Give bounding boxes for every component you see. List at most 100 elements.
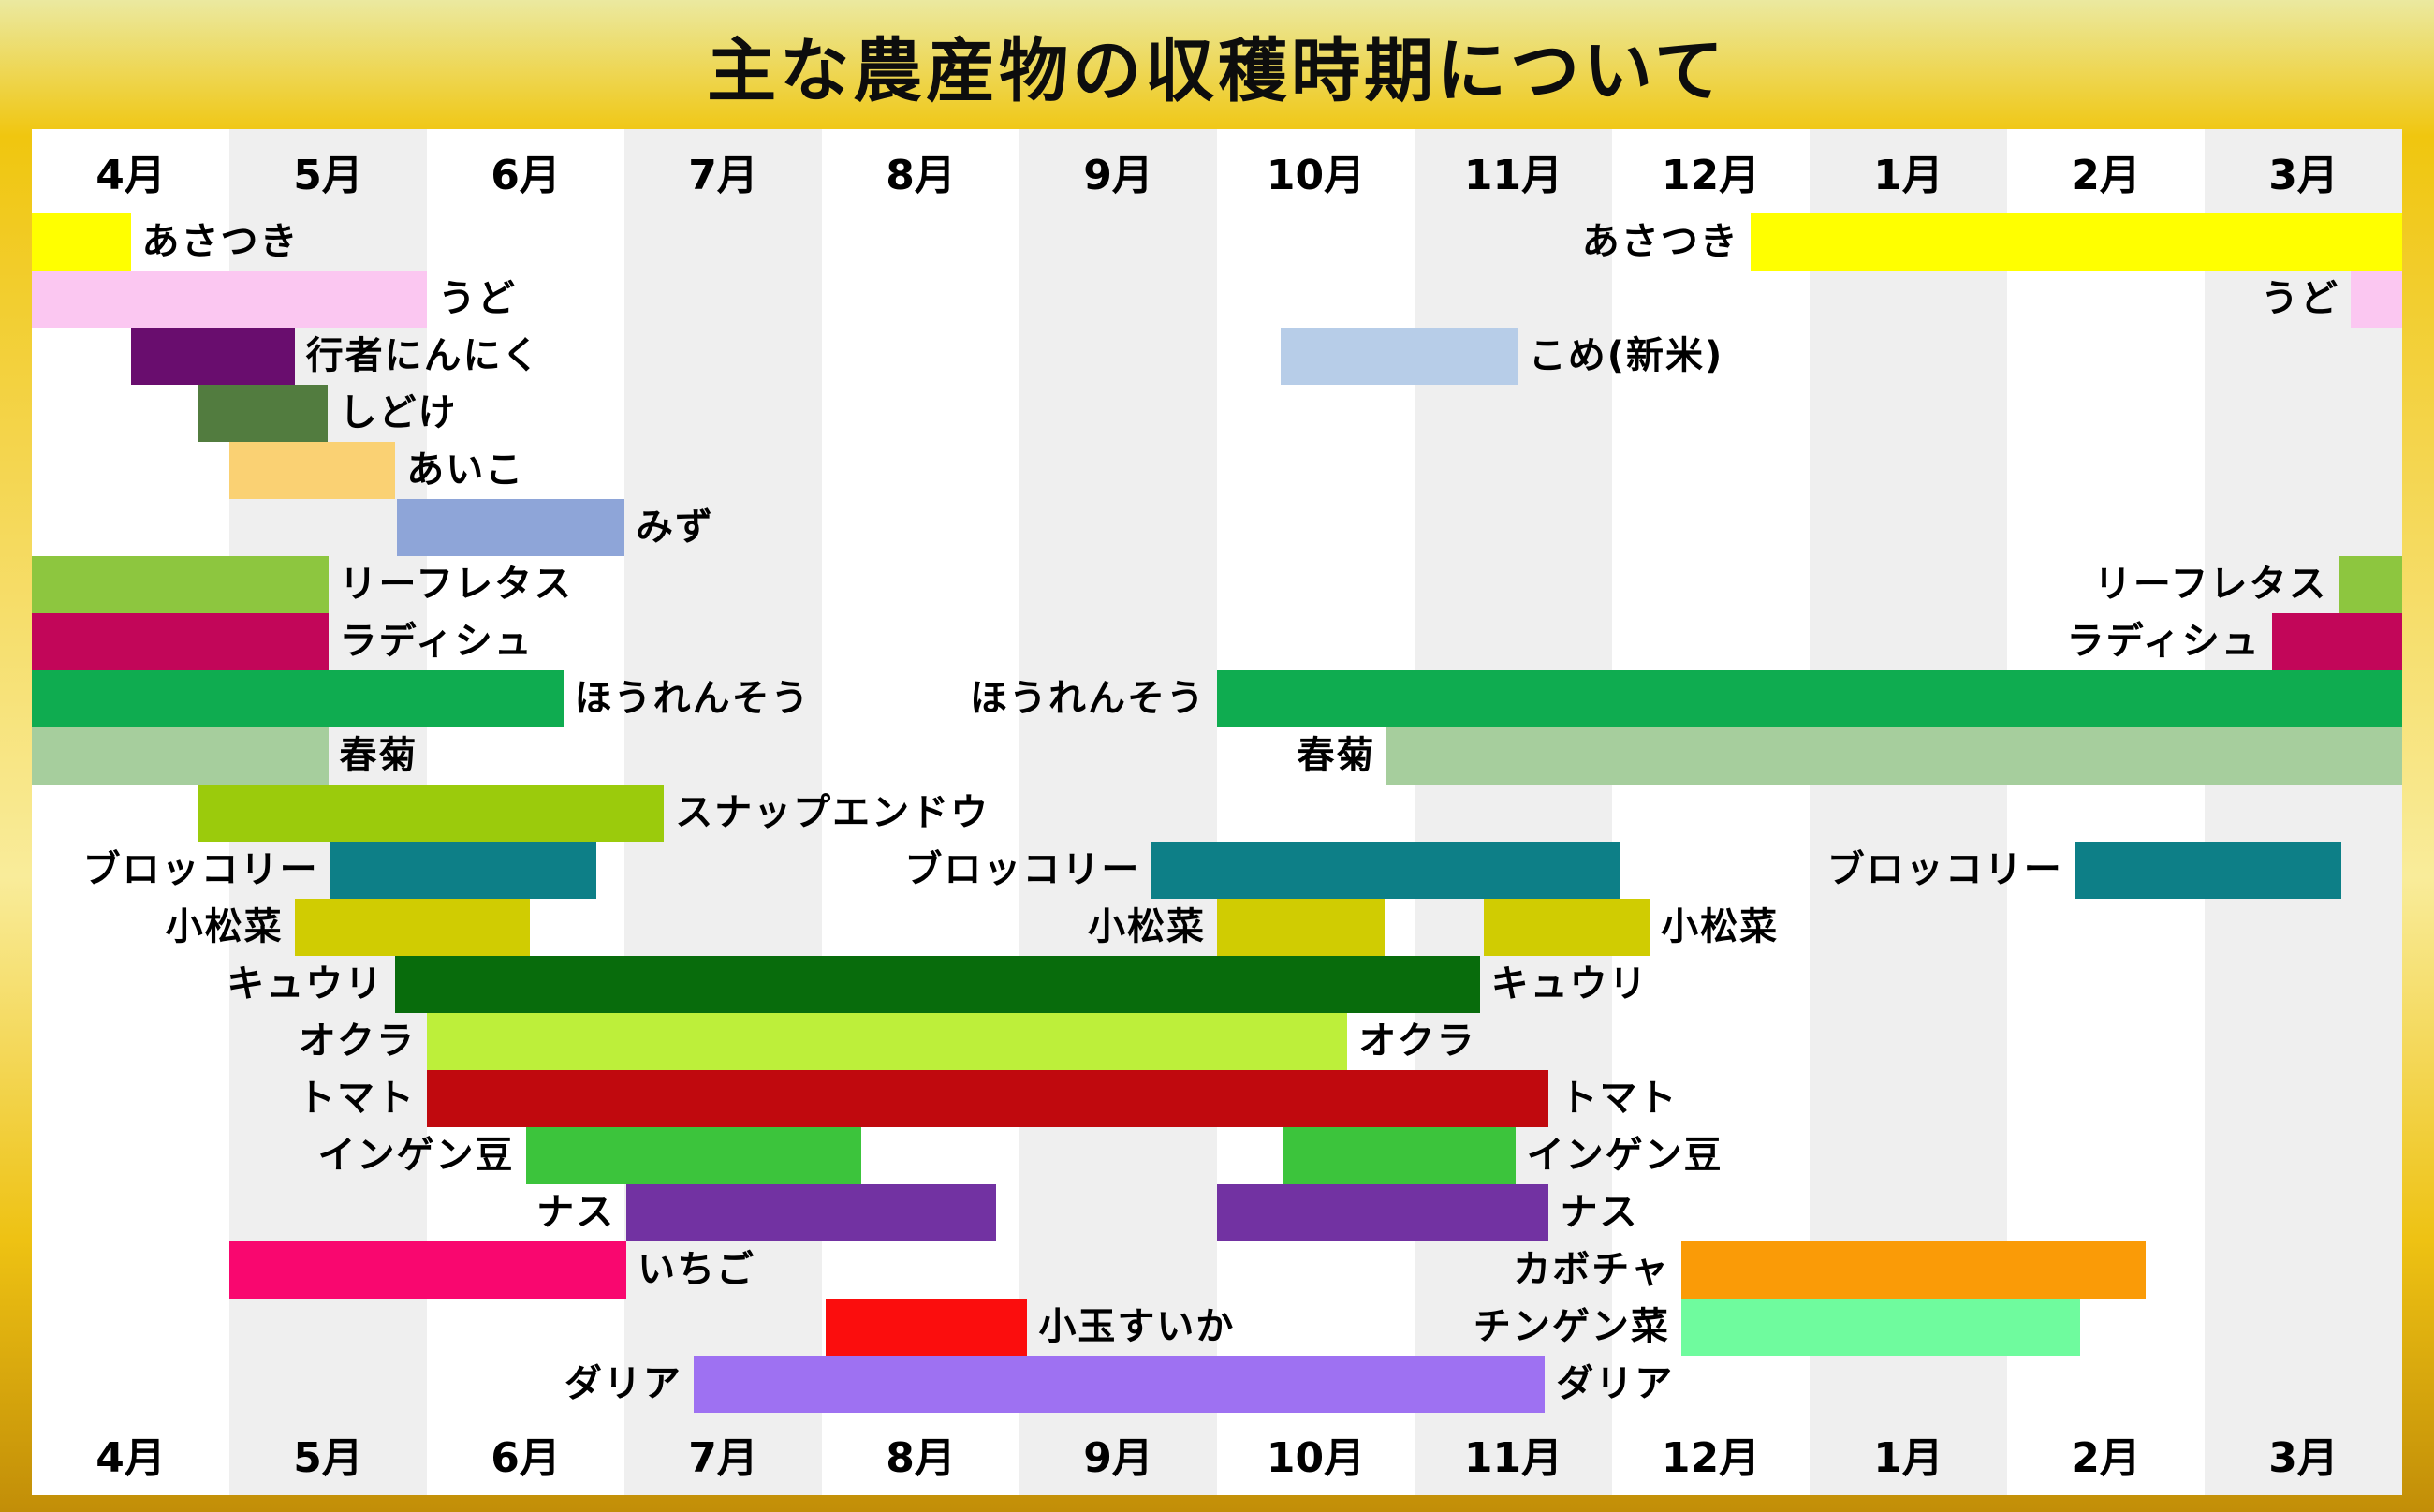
month-label: 11月 [1463, 152, 1563, 199]
harvest-bar-broccoli [330, 842, 597, 899]
month-stripe [2205, 129, 2402, 1495]
harvest-bar-okra [427, 1013, 1348, 1070]
crop-label-mizu: みず [636, 506, 714, 549]
crop-label-shungiku: 春菊 [1297, 734, 1376, 777]
crop-label-radish: ラディシュ [2066, 620, 2261, 663]
crop-label-broccoli: ブロッコリー [904, 848, 1141, 891]
crop-label-shungiku: 春菊 [339, 734, 418, 777]
crop-label-ichigo-kabocha: カボチャ [1513, 1248, 1670, 1291]
crop-label-komatsuna: 小松菜 [1088, 905, 1206, 948]
harvest-bar-snap-endou [198, 785, 665, 842]
crop-label-radish: ラディシュ [339, 620, 534, 663]
harvest-bar-tomato [427, 1070, 1549, 1127]
crop-label-kyuri: キュウリ [1490, 962, 1649, 1006]
harvest-bar-aiko [229, 442, 396, 499]
month-label: 3月 [2268, 1434, 2339, 1482]
month-label: 7月 [688, 152, 758, 199]
harvest-bar-shungiku [1386, 727, 2402, 785]
crop-label-kodama-suika-chingensai: チンゲン菜 [1473, 1305, 1670, 1348]
crop-label-ingen-mame: インゲン豆 [317, 1134, 515, 1177]
crop-label-nasu: ナス [1560, 1191, 1639, 1234]
month-label: 5月 [293, 1434, 363, 1482]
gantt-row-nasu: ナス ナス [32, 1184, 2402, 1241]
gantt-row-broccoli: ブロッコリー ブロッコリー ブロッコリー [32, 842, 2402, 899]
crop-label-hourensou: ほうれんそう [970, 677, 1206, 720]
gantt-row-shidoke: しどけ [32, 385, 2402, 442]
harvest-bar-kodama-suika-chingensai [826, 1299, 1028, 1356]
crop-label-broccoli: ブロッコリー [82, 848, 319, 891]
harvest-bar-gyoja-ninniku-kome [130, 328, 295, 385]
harvest-bar-radish [32, 613, 329, 670]
month-label: 6月 [491, 1434, 561, 1482]
gantt-row-ingen-mame: インゲン豆 インゲン豆 [32, 1127, 2402, 1184]
harvest-bar-kodama-suika-chingensai [1680, 1299, 2081, 1356]
crop-label-leaf-lettuce: リーフレタス [2093, 563, 2328, 606]
month-label: 6月 [491, 152, 561, 199]
crop-label-ingen-mame: インゲン豆 [1526, 1134, 1723, 1177]
crop-label-hourensou: ほうれんそう [574, 677, 811, 720]
harvest-bar-gyoja-ninniku-kome [1280, 328, 1518, 385]
crop-label-ichigo-kabocha: いちご [638, 1248, 756, 1291]
gantt-row-dahlia: ダリア ダリア [32, 1356, 2402, 1413]
month-label: 5月 [293, 152, 363, 199]
plot-area: 4月 5月 6月 7月 8月 9月 10月 11月 12月 1月 2月 3月 4月 5月 6月 7月 8月 9月 1… [32, 129, 2402, 1495]
month-label: 8月 [886, 1434, 956, 1482]
month-label: 10月 [1266, 1434, 1366, 1482]
gantt-row-hourensou: ほうれんそう ほうれんそう [32, 670, 2402, 727]
crop-label-dahlia: ダリア [1556, 1362, 1675, 1405]
harvest-bar-hourensou [1217, 670, 2402, 727]
crop-label-asatsuki: あさつき [141, 220, 300, 263]
harvest-bar-asatsuki [1750, 213, 2402, 271]
month-label: 10月 [1266, 152, 1366, 199]
gantt-row-mizu: みず [32, 499, 2402, 556]
harvest-bar-hourensou [32, 670, 564, 727]
harvest-bar-kyuri [395, 956, 1480, 1013]
harvest-bar-komatsuna [1217, 899, 1386, 956]
month-label: 9月 [1083, 1434, 1153, 1482]
month-label: 7月 [688, 1434, 758, 1482]
gantt-row-aiko: あいこ [32, 442, 2402, 499]
harvest-bar-shungiku [32, 727, 329, 785]
month-label: 8月 [886, 152, 956, 199]
gantt-row-komatsuna: 小松菜 小松菜 小松菜 [32, 899, 2402, 956]
crop-label-snap-endou: スナップエンドウ [675, 791, 990, 834]
title-band: 主な農産物の収穫時期について [0, 0, 2434, 129]
crop-label-kyuri: キュウリ [227, 962, 385, 1006]
harvest-bar-nasu [1217, 1184, 1549, 1241]
crop-label-tomato: トマト [1560, 1077, 1679, 1120]
gantt-row-kodama-suika-chingensai: 小玉すいか チンゲン菜 [32, 1299, 2402, 1356]
month-label: 4月 [95, 152, 166, 199]
crop-label-okra: オクラ [1358, 1020, 1476, 1063]
gantt-row-udo: うど うど [32, 271, 2402, 328]
harvest-bar-radish [2271, 613, 2402, 670]
crop-label-tomato: トマト [298, 1077, 416, 1120]
month-label: 2月 [2071, 152, 2141, 199]
month-label: 1月 [1873, 1434, 1943, 1482]
month-label: 1月 [1873, 152, 1943, 199]
gantt-row-ichigo-kabocha: いちご カボチャ [32, 1241, 2402, 1299]
harvest-bar-ingen-mame [525, 1127, 862, 1184]
month-stripe [822, 129, 1019, 1495]
harvest-bar-dahlia [693, 1356, 1546, 1413]
harvest-bar-broccoli [2074, 842, 2341, 899]
month-header-row: 4月 5月 6月 7月 8月 9月 10月 11月 12月 1月 2月 3月 [32, 129, 2402, 213]
page-title: 主な農産物の収穫時期について [707, 30, 1727, 111]
crop-label-kodama-suika-chingensai: 小玉すいか [1038, 1305, 1236, 1348]
crop-label-broccoli: ブロッコリー [1826, 848, 2063, 891]
crop-label-udo: うど [2261, 277, 2340, 320]
month-stripe [1019, 129, 1217, 1495]
harvest-bar-mizu [397, 499, 624, 556]
harvest-bar-ichigo-kabocha [229, 1241, 627, 1299]
harvest-bar-leaf-lettuce [2339, 556, 2402, 613]
month-label: 4月 [95, 1434, 166, 1482]
gantt-row-tomato: トマト トマト [32, 1070, 2402, 1127]
harvest-bar-ichigo-kabocha [1680, 1241, 2146, 1299]
gantt-row-snap-endou: スナップエンドウ [32, 785, 2402, 842]
harvest-bar-komatsuna [294, 899, 530, 956]
harvest-bar-udo [2351, 271, 2402, 328]
crop-label-gyoja-ninniku-kome: 行者にんにく [305, 334, 541, 377]
harvest-bar-shidoke [198, 385, 329, 442]
harvest-bar-leaf-lettuce [32, 556, 329, 613]
crop-label-udo: うど [438, 277, 517, 320]
harvest-bar-komatsuna [1483, 899, 1650, 956]
